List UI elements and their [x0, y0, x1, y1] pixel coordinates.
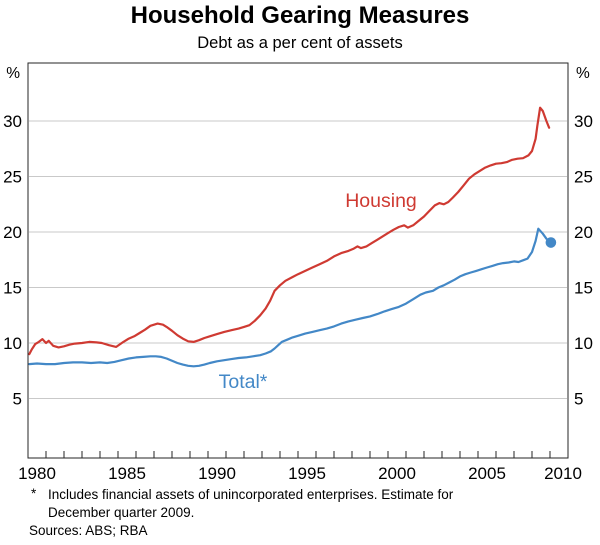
chart-title: Household Gearing Measures	[130, 2, 470, 29]
x-axis-label-2000: 2000	[378, 464, 416, 483]
y-axis-unit-left: %	[6, 65, 20, 82]
housing-line	[28, 106, 551, 356]
series-group	[28, 106, 557, 368]
y-axis-label-left-20: 20	[3, 223, 22, 242]
y-axis-label-right-30: 30	[574, 112, 593, 131]
plot-border	[27, 62, 569, 459]
y-axis-label-right-25: 25	[574, 168, 593, 187]
x-axis-label-1990: 1990	[198, 464, 236, 483]
footnote-asterisk: *	[31, 486, 37, 501]
y-axis-unit-right: %	[576, 65, 590, 82]
y-axis-label-left-10: 10	[3, 334, 22, 353]
chart-subtitle: Debt as a per cent of assets	[197, 34, 403, 52]
x-axis-label-1985: 1985	[108, 464, 146, 483]
y-axis-label-left-15: 15	[3, 279, 22, 298]
x-axis-label-2005: 2005	[468, 464, 506, 483]
y-axis-label-right-15: 15	[574, 279, 593, 298]
y-axis-label-left-30: 30	[3, 112, 22, 131]
sources-note: Sources: ABS; RBA	[29, 523, 148, 538]
x-axis-label-1995: 1995	[288, 464, 326, 483]
axes-group: 5 5 10 10 15 15 20 20 25 25 30 30 1980 1985 1990 1995 20…	[3, 62, 593, 483]
total-line	[28, 227, 548, 368]
x-axis-label-1980: 1980	[18, 464, 56, 483]
x-axis-label-2010: 2010	[544, 464, 582, 483]
footnote-line-1: Includes financial assets of unincorpora…	[48, 487, 454, 502]
housing-series-label: Housing	[345, 190, 417, 212]
footnote-line-2: December quarter 2009.	[48, 505, 195, 520]
y-axis-label-right-5: 5	[574, 390, 583, 409]
y-axis-label-left-5: 5	[13, 390, 22, 409]
y-axis-label-right-20: 20	[574, 223, 593, 242]
y-axis-label-right-10: 10	[574, 334, 593, 353]
y-axis-label-left-25: 25	[3, 168, 22, 187]
total-series-label: Total*	[219, 371, 268, 393]
estimate-dot	[545, 237, 557, 248]
gridlines-group	[29, 120, 567, 399]
